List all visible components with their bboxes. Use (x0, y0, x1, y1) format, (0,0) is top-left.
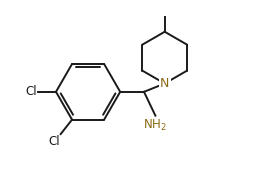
Text: NH$_2$: NH$_2$ (143, 118, 167, 133)
Text: Cl: Cl (48, 135, 60, 148)
Text: Cl: Cl (25, 85, 37, 98)
Text: N: N (160, 77, 169, 90)
